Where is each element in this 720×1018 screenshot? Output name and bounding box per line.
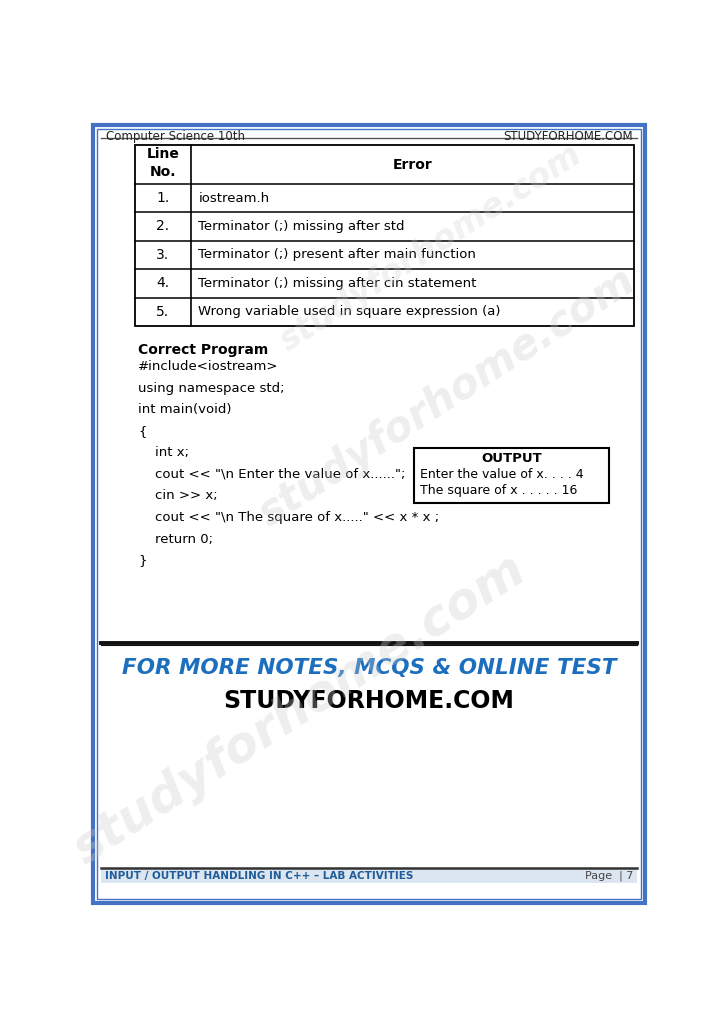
Text: studyforhome.com: studyforhome.com [274,137,588,357]
Text: 1.: 1. [156,191,169,205]
Text: cout << "\n The square of x....." << x * x ;: cout << "\n The square of x....." << x *… [138,511,439,524]
Text: Terminator (;) present after main function: Terminator (;) present after main functi… [199,248,477,262]
Text: INPUT / OUTPUT HANDLING IN C++ – LAB ACTIVITIES: INPUT / OUTPUT HANDLING IN C++ – LAB ACT… [104,871,413,881]
Text: Terminator (;) missing after cin statement: Terminator (;) missing after cin stateme… [199,277,477,290]
Text: Computer Science 10th: Computer Science 10th [106,130,245,143]
Text: STUDYFORHOME.COM: STUDYFORHOME.COM [224,689,514,713]
Text: Wrong variable used in square expression (a): Wrong variable used in square expression… [199,305,501,319]
Text: 3.: 3. [156,248,169,262]
Text: Enter the value of x. . . . 4: Enter the value of x. . . . 4 [420,468,584,480]
Text: OUTPUT: OUTPUT [481,452,542,465]
Text: cout << "\n Enter the value of x......";: cout << "\n Enter the value of x......"; [138,468,405,480]
Text: 5.: 5. [156,305,169,319]
Text: using namespace std;: using namespace std; [138,382,284,395]
Text: 2.: 2. [156,220,169,233]
Text: Terminator (;) missing after std: Terminator (;) missing after std [199,220,405,233]
Text: iostream.h: iostream.h [199,191,269,205]
Text: Page  | 7: Page | 7 [585,870,634,882]
Text: }: } [138,554,147,567]
Text: STUDYFORHOME.COM: STUDYFORHOME.COM [503,130,632,143]
Text: {: { [138,425,147,438]
Text: int x;: int x; [138,446,189,459]
Text: 4.: 4. [156,277,169,290]
Text: cin >> x;: cin >> x; [138,490,217,503]
Text: int main(void): int main(void) [138,403,232,416]
Text: Correct Program: Correct Program [138,343,269,357]
Text: The square of x . . . . . 16: The square of x . . . . . 16 [420,485,577,497]
Text: studyforhome.com: studyforhome.com [251,261,643,535]
Text: return 0;: return 0; [138,532,213,546]
Bar [414,448,609,503]
Text: Error: Error [392,158,432,171]
Text: FOR MORE NOTES, MCQS & ONLINE TEST: FOR MORE NOTES, MCQS & ONLINE TEST [122,658,616,678]
Bar [135,146,634,326]
Text: studyforhome.com: studyforhome.com [64,546,534,874]
Text: Line
No.: Line No. [146,147,179,179]
Bar [101,868,637,883]
Text: #include<iostream>: #include<iostream> [138,360,279,373]
